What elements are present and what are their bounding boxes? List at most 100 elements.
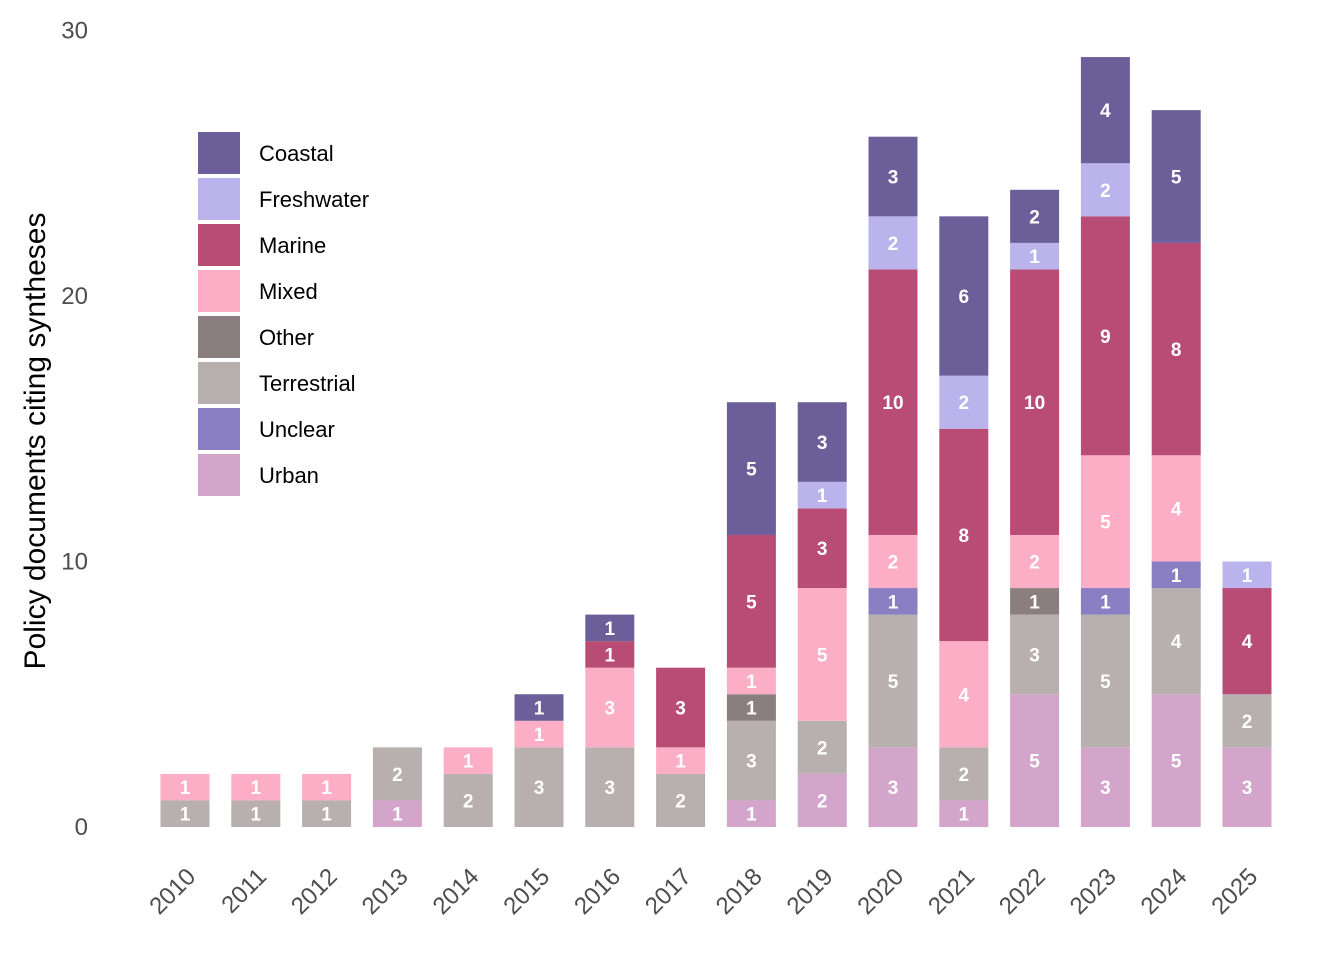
bar-segment-mixed [797,588,847,721]
y-axis: 0 10 20 30 [61,18,88,842]
y-axis-label: Policy documents citing syntheses [19,213,52,670]
bar-value-label: 5 [888,672,899,693]
bar-value-label: 3 [888,168,899,189]
bar-value-label: 1 [1029,592,1040,613]
x-tick-label: 2017 [640,863,697,920]
bar-segment-coastal [939,216,989,376]
bar-value-label: 1 [321,778,332,799]
bar-segment-mixed [160,773,210,801]
bar-value-label: 3 [1242,778,1253,799]
bar-stack-2024: 5 4 1 4 8 5 [1151,110,1201,827]
bar-value-label: 1 [605,619,616,640]
bar-stack-2013: 12 [372,747,422,827]
bar-stack-2015: 3 1 1 [514,694,564,827]
y-tick-label: 30 [61,18,88,45]
x-axis: 2010 2011 2012 2013 2014 2015 2016 2017 2018 2019… [144,863,1263,920]
legend-item-unclear: Unclear [198,408,335,450]
bar-value-label: 5 [746,592,757,613]
bar-segment-marine [1010,269,1060,535]
bar-value-label: 8 [1171,340,1182,361]
bar-stack-2012: 11 [302,773,352,827]
bar-value-label: 5 [1029,752,1040,773]
bar-value-label: 1 [392,805,403,826]
bar-stack-2019: 2 2 5 3 1 3 [797,402,847,827]
bar-value-label: 2 [1242,712,1253,733]
x-tick-label: 2011 [216,863,272,919]
bar-segment-terrestrial [1010,614,1060,695]
bar-segment-mixed [1080,455,1130,589]
bar-segment-coastal [514,694,564,721]
bar-value-label: 9 [1100,327,1111,348]
bar-value-label: 4 [1242,632,1253,653]
bar-value-label: 8 [959,526,970,547]
bar-segment-freshwater [797,481,847,509]
x-tick-label: 2014 [428,863,485,920]
bar-value-label: 1 [1242,566,1253,587]
bar-segment-coastal [1151,110,1201,243]
x-tick-label: 2020 [852,863,909,920]
bar-value-label: 4 [1171,499,1182,520]
legend-swatch [198,178,240,220]
legend: Coastal Freshwater Marine Mixed Other Terrest… [198,132,369,496]
bar-segment-terrestrial [585,747,635,827]
bar-segment-coastal [1010,189,1060,243]
bar-value-label: 2 [959,765,970,786]
legend-label: Marine [259,233,326,258]
bar-segment-freshwater [1080,163,1130,217]
bar-value-label: 3 [605,699,616,720]
bar-stack-2022: 5 3 1 2 10 1 2 [1010,189,1060,827]
bar-segment-urban [1151,694,1201,827]
bar-stack-2023: 3 5 1 5 9 2 4 [1080,57,1130,827]
bar-value-label: 1 [1171,566,1182,587]
y-tick-label: 0 [75,814,88,841]
bar-segment-terrestrial [302,800,352,827]
bar-value-label: 6 [959,287,970,308]
bar-value-label: 3 [817,433,828,454]
bar-segment-coastal [1080,57,1130,164]
legend-item-freshwater: Freshwater [198,178,369,220]
y-tick-label: 20 [61,283,88,310]
legend-swatch [198,454,240,496]
bar-stack-2014: 21 [443,747,493,827]
bar-value-label: 2 [1029,553,1040,574]
bar-segment-terrestrial [726,720,776,801]
x-tick-label: 2022 [994,863,1051,920]
bar-value-label: 4 [1100,101,1111,122]
bar-value-label: 2 [675,791,686,812]
y-tick-label: 10 [61,549,88,576]
bar-segment-marine [939,428,989,642]
bar-value-label: 1 [1100,592,1111,613]
bar-stack-2020: 3 5 1 2 10 2 3 [868,136,918,827]
bar-segment-marine [1080,216,1130,456]
bar-value-label: 1 [180,778,191,799]
bar-segment-unclear [1080,588,1130,615]
bar-value-label: 3 [888,778,899,799]
bar-segment-coastal [585,614,635,642]
legend-label: Coastal [259,141,334,166]
bar-stack-2025: 3 2 4 1 [1222,561,1272,827]
bar-segment-unclear [868,588,918,615]
bar-segment-freshwater [1222,561,1272,589]
bar-value-label: 1 [180,805,191,826]
bar-stack-2017: 2 1 3 [656,667,706,827]
bar-value-label: 5 [1100,672,1111,693]
x-tick-label: 2010 [144,863,201,920]
bar-segment-unclear [1151,561,1201,589]
bar-segment-other [1010,588,1060,615]
x-tick-label: 2013 [357,863,414,920]
legend-swatch [198,270,240,312]
bar-segment-mixed [726,667,776,695]
legend-label: Mixed [259,279,318,304]
bar-value-label: 2 [959,393,970,414]
bar-segment-urban [1222,747,1272,827]
bar-segment-mixed [585,667,635,748]
bar-value-label: 3 [746,752,757,773]
bar-value-label: 1 [251,805,262,826]
bar-value-label: 1 [888,592,899,613]
bar-value-label: 1 [675,752,686,773]
bar-stack-2016: 3 3 1 1 [585,614,635,827]
bar-segment-urban [726,800,776,827]
bar-segment-terrestrial [443,773,493,827]
bar-segment-terrestrial [160,800,210,827]
